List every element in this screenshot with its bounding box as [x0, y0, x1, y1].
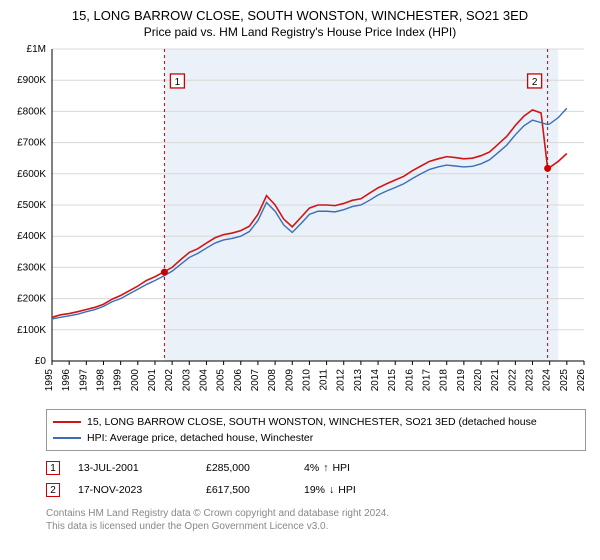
footer-line-2: This data is licensed under the Open Gov…: [46, 520, 592, 533]
sale-date: 13-JUL-2001: [78, 462, 188, 474]
legend-label: 15, LONG BARROW CLOSE, SOUTH WONSTON, WI…: [87, 416, 537, 428]
svg-text:2017: 2017: [422, 369, 433, 392]
legend-item: HPI: Average price, detached house, Winc…: [53, 430, 579, 446]
sales-row: 2 17-NOV-2023 £617,500 19%↓HPI: [46, 479, 586, 501]
price-chart: £0 £100K £200K £300K £400K £500K £600K £700K £80…: [8, 43, 592, 403]
svg-text:1998: 1998: [95, 369, 106, 392]
svg-text:1: 1: [175, 77, 181, 88]
svg-text:£300K: £300K: [17, 262, 46, 273]
svg-text:2025: 2025: [559, 369, 570, 392]
sale-price: £285,000: [206, 462, 286, 474]
svg-text:2000: 2000: [130, 369, 141, 392]
svg-text:1996: 1996: [61, 369, 72, 392]
svg-text:£700K: £700K: [17, 138, 46, 149]
svg-text:2012: 2012: [336, 369, 347, 392]
chart-legend: 15, LONG BARROW CLOSE, SOUTH WONSTON, WI…: [46, 409, 586, 451]
sale-diff: 19%↓HPI: [304, 484, 356, 496]
legend-swatch: [53, 421, 81, 423]
svg-text:2013: 2013: [353, 369, 364, 392]
arrow-up-icon: ↑: [323, 462, 328, 474]
svg-text:1997: 1997: [78, 369, 89, 392]
svg-text:2004: 2004: [198, 369, 209, 392]
legend-label: HPI: Average price, detached house, Winc…: [87, 432, 313, 444]
sale-price: £617,500: [206, 484, 286, 496]
svg-text:2001: 2001: [147, 369, 158, 392]
svg-text:2006: 2006: [233, 369, 244, 392]
page-subtitle: Price paid vs. HM Land Registry's House …: [8, 25, 592, 39]
arrow-down-icon: ↓: [329, 484, 334, 496]
svg-text:2011: 2011: [319, 369, 330, 391]
svg-text:£900K: £900K: [17, 75, 46, 86]
svg-text:2019: 2019: [456, 369, 467, 392]
sale-date: 17-NOV-2023: [78, 484, 188, 496]
svg-text:£100K: £100K: [17, 325, 46, 336]
svg-text:2008: 2008: [267, 369, 278, 392]
sale-marker: 2: [46, 483, 60, 497]
svg-text:2021: 2021: [490, 369, 501, 392]
svg-text:2026: 2026: [576, 369, 587, 392]
svg-text:£400K: £400K: [17, 231, 46, 242]
svg-text:2: 2: [532, 77, 538, 88]
svg-text:2022: 2022: [507, 369, 518, 392]
svg-text:2003: 2003: [181, 369, 192, 392]
svg-text:2015: 2015: [387, 369, 398, 392]
svg-text:2023: 2023: [525, 369, 536, 392]
sale-marker: 1: [46, 461, 60, 475]
svg-text:£0: £0: [35, 356, 47, 367]
svg-text:£200K: £200K: [17, 294, 46, 305]
svg-text:2018: 2018: [439, 369, 450, 392]
sales-row: 1 13-JUL-2001 £285,000 4%↑HPI: [46, 457, 586, 479]
svg-text:2009: 2009: [284, 369, 295, 392]
svg-text:£500K: £500K: [17, 200, 46, 211]
svg-text:2005: 2005: [216, 369, 227, 392]
svg-text:£1M: £1M: [27, 44, 46, 55]
svg-text:2007: 2007: [250, 369, 261, 392]
svg-text:2002: 2002: [164, 369, 175, 392]
svg-text:£600K: £600K: [17, 169, 46, 180]
svg-text:2024: 2024: [542, 369, 553, 392]
footer-line-1: Contains HM Land Registry data © Crown c…: [46, 507, 592, 520]
sales-table: 1 13-JUL-2001 £285,000 4%↑HPI 2 17-NOV-2023 £6…: [46, 457, 586, 501]
svg-text:£800K: £800K: [17, 106, 46, 117]
svg-text:2020: 2020: [473, 369, 484, 392]
svg-text:1999: 1999: [113, 369, 124, 392]
svg-text:2014: 2014: [370, 369, 381, 392]
svg-text:2010: 2010: [301, 369, 312, 392]
svg-text:2016: 2016: [404, 369, 415, 392]
page-title: 15, LONG BARROW CLOSE, SOUTH WONSTON, WI…: [8, 8, 592, 23]
sale-diff: 4%↑HPI: [304, 462, 350, 474]
svg-text:1995: 1995: [44, 369, 55, 392]
legend-swatch: [53, 437, 81, 439]
legend-item: 15, LONG BARROW CLOSE, SOUTH WONSTON, WI…: [53, 414, 579, 430]
footer-attribution: Contains HM Land Registry data © Crown c…: [46, 507, 592, 533]
